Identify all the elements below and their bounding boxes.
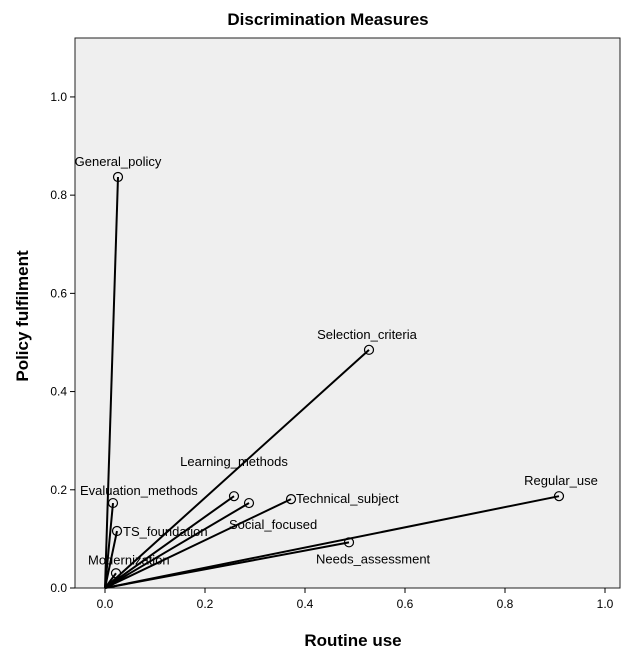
- point-label-general-policy: General_policy: [75, 154, 162, 169]
- vector-ts-foundation: [104, 530, 118, 589]
- x-axis-title: Routine use: [304, 631, 401, 650]
- plot-area: [74, 37, 621, 589]
- point-markers: [107, 171, 565, 579]
- x-tick-label: 1.0: [597, 597, 614, 611]
- vector-lines: [104, 176, 560, 589]
- point-label-selection-criteria: Selection_criteria: [317, 327, 417, 342]
- point-label-needs-assessment: Needs_assessment: [316, 551, 431, 566]
- x-tick-label: 0.0: [97, 597, 114, 611]
- y-tick-label: 0.2: [50, 483, 67, 497]
- vector-evaluation-methods: [104, 502, 114, 589]
- point-label-modernization: Modernization: [88, 552, 170, 567]
- point-learning-methods: [228, 491, 240, 502]
- point-label-social-focused: Social_focused: [229, 517, 317, 532]
- vector-general-policy: [104, 176, 119, 589]
- point-social-focused: [243, 497, 255, 509]
- x-tick-label: 0.2: [197, 597, 214, 611]
- point-evaluation-methods: [107, 497, 119, 509]
- x-tick-label: 0.6: [397, 597, 414, 611]
- y-tick-label: 0.8: [50, 188, 67, 202]
- x-tick-label: 0.8: [497, 597, 514, 611]
- point-ts-foundation: [111, 525, 123, 537]
- y-axis: 0.0 0.2 0.4 0.6 0.8 1.0: [50, 90, 75, 595]
- point-label-technical-subject: Technical_subject: [296, 491, 399, 506]
- vector-modernization: [104, 572, 117, 589]
- x-axis: 0.0 0.2 0.4 0.6 0.8 1.0: [97, 588, 614, 611]
- vector-regular-use: [104, 495, 560, 589]
- point-labels: General_policy Selection_criteria Regular_…: [75, 154, 598, 567]
- vector-needs-assessment: [104, 541, 350, 589]
- point-label-ts-foundation: TS_foundation: [123, 524, 208, 539]
- vector-selection-criteria: [104, 349, 370, 589]
- point-general-policy: [112, 171, 124, 183]
- vector-technical-subject: [104, 498, 292, 589]
- point-needs-assessment: [343, 537, 355, 548]
- point-technical-subject: [285, 494, 297, 505]
- chart-title: Discrimination Measures: [227, 10, 428, 29]
- y-axis-title: Policy fulfilment: [13, 250, 32, 382]
- x-tick-label: 0.4: [297, 597, 314, 611]
- point-modernization: [110, 568, 122, 579]
- point-label-evaluation-methods: Evaluation_methods: [80, 483, 198, 498]
- point-label-learning-methods: Learning_methods: [180, 454, 288, 469]
- y-tick-label: 0.0: [50, 581, 67, 595]
- y-tick-label: 0.6: [50, 286, 67, 300]
- vector-learning-methods: [104, 495, 235, 589]
- y-tick-label: 1.0: [50, 90, 67, 104]
- point-selection-criteria: [363, 344, 375, 355]
- point-regular-use: [553, 491, 565, 502]
- vector-social-focused: [104, 502, 250, 589]
- point-label-regular-use: Regular_use: [524, 473, 598, 488]
- y-tick-label: 0.4: [50, 385, 67, 399]
